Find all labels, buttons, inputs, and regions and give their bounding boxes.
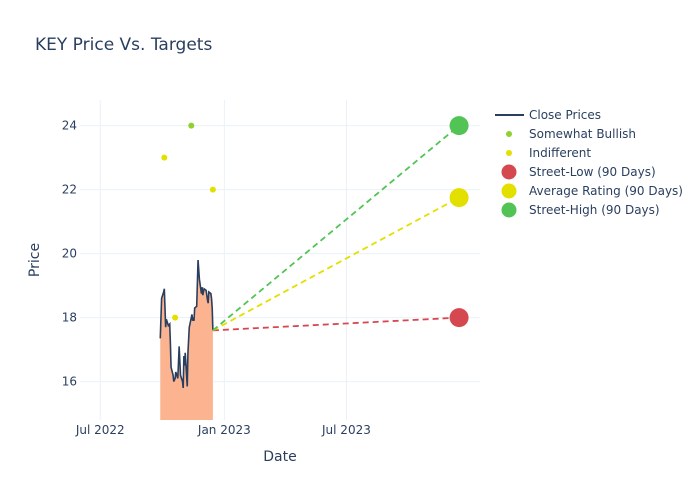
legend-item-close-prices: Close Prices (495, 108, 601, 122)
x-tick-label: Jul 2023 (321, 423, 371, 437)
legend-item-somewhat-bullish: Somewhat Bullish (506, 127, 636, 141)
legend-dot-symbol (501, 202, 517, 218)
street-low-90-days-line (212, 316, 460, 332)
indifferent-point (209, 186, 216, 193)
street-low-90-days-marker (449, 308, 469, 328)
close-price-area (160, 260, 213, 420)
grid (80, 100, 480, 420)
legend-dot-symbol (506, 131, 512, 137)
x-tick-label: Jul 2022 (75, 423, 125, 437)
chart-title: KEY Price Vs. Targets (35, 35, 212, 55)
legend-item-average-rating-90-days: Average Rating (90 Days) (501, 183, 683, 199)
legend-dot-symbol (501, 183, 517, 199)
close-line-layer (159, 259, 214, 389)
legend-item-street-high-90-days: Street-High (90 Days) (501, 202, 660, 218)
target-lines-layer (212, 124, 460, 332)
tick-labels: 16 18 20 22 24 Jul 2022 Jan 2023 Jul 2023 (62, 119, 371, 437)
legend-label: Somewhat Bullish (529, 127, 636, 141)
close-area-layer (160, 260, 213, 420)
legend-label: Street-Low (90 Days) (529, 165, 656, 179)
average-rating-90-days-marker (449, 188, 469, 208)
x-tick-label: Jan 2023 (197, 423, 251, 437)
indifferent-point (172, 314, 179, 321)
average-rating-90-days-line (212, 196, 460, 332)
legend-item-street-low-90-days: Street-Low (90 Days) (501, 164, 656, 180)
indifferent-point (161, 154, 168, 161)
close-price-line (159, 259, 214, 389)
legend-dot-symbol (501, 164, 517, 180)
y-tick-label: 24 (62, 119, 77, 133)
street-high-90-days-marker (449, 116, 469, 136)
y-axis-title: Price (27, 243, 43, 277)
legend-label: Average Rating (90 Days) (529, 184, 683, 198)
legend-label: Close Prices (529, 108, 601, 122)
legend-dot-symbol (506, 150, 512, 156)
y-tick-label: 22 (62, 183, 77, 197)
legend-label: Street-High (90 Days) (529, 203, 660, 217)
y-tick-label: 18 (62, 311, 77, 325)
street-high-90-days-line (212, 124, 460, 332)
x-axis-title: Date (263, 449, 296, 465)
legend-item-indifferent: Indifferent (506, 146, 591, 160)
markers-layer (161, 116, 469, 328)
y-tick-label: 16 (62, 375, 77, 389)
legend: Close Prices Somewhat Bullish Indifferent S… (495, 108, 683, 218)
legend-label: Indifferent (529, 146, 591, 160)
somewhat-bullish-point (188, 122, 195, 129)
y-tick-label: 20 (62, 247, 77, 261)
